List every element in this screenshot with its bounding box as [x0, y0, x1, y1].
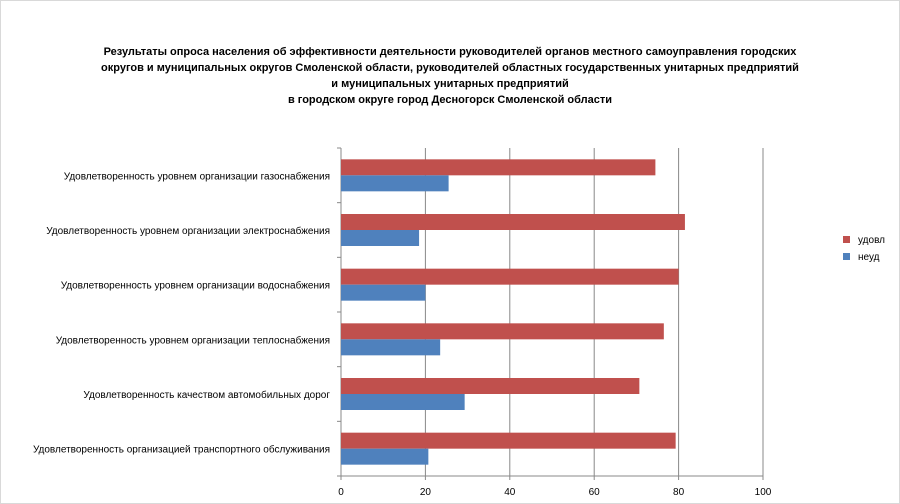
x-tick-label-20: 20 [420, 487, 432, 498]
bar-неуд-1 [341, 230, 420, 246]
legend-swatch-удовл [843, 236, 850, 243]
x-tick-label-80: 80 [673, 487, 685, 498]
legend-label-удовл: удовл [858, 235, 885, 246]
x-tick-label-0: 0 [338, 487, 344, 498]
category-label-2: Удовлетворенность уровнем организации во… [61, 280, 330, 292]
legend-swatch-неуд [843, 253, 850, 260]
category-label-0: Удовлетворенность уровнем организации га… [64, 170, 330, 182]
legend-label-неуд: неуд [858, 252, 880, 263]
category-label-3: Удовлетворенность уровнем организации те… [56, 334, 330, 346]
bar-неуд-4 [341, 394, 465, 410]
bar-удовл-1 [341, 214, 685, 230]
bar-удовл-0 [341, 159, 656, 176]
x-tick-label-100: 100 [755, 487, 772, 498]
bar-неуд-5 [341, 448, 429, 465]
category-label-1: Удовлетворенность уровнем организации эл… [46, 225, 330, 237]
bar-неуд-3 [341, 339, 441, 356]
category-label-5: Удовлетворенность организацией транспорт… [33, 444, 330, 456]
x-tick-label-40: 40 [504, 487, 516, 498]
bar-удовл-2 [341, 268, 679, 285]
bar-удовл-4 [341, 378, 640, 394]
bar-удовл-3 [341, 323, 664, 340]
chart-title: Результаты опроса населения об эффективн… [101, 46, 799, 106]
x-tick-label-60: 60 [589, 487, 601, 498]
bar-удовл-5 [341, 432, 676, 449]
bar-неуд-0 [341, 175, 449, 192]
category-label-4: Удовлетворенность качеством автомобильны… [83, 389, 330, 401]
bar-неуд-2 [341, 284, 426, 301]
